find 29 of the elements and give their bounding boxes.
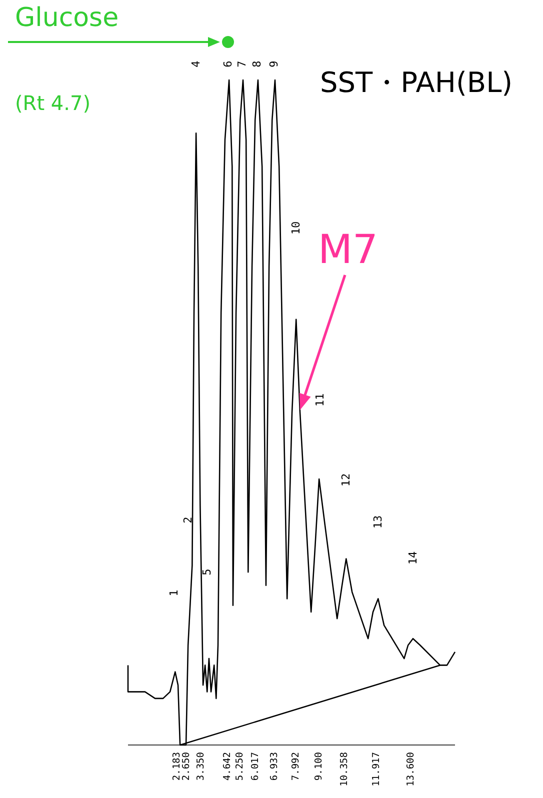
x-tick-label: 6.017 <box>250 752 262 781</box>
x-tick-label: 5.250 <box>234 752 246 781</box>
text: Glucose <box>15 3 119 33</box>
text: 8 <box>250 60 264 68</box>
x-tick-label: 2.183 <box>172 752 183 781</box>
chart-title: SST・PAH(BL) <box>320 66 513 99</box>
text: 6 <box>222 60 234 68</box>
x-tick-label: 7.992 <box>290 752 302 781</box>
x-tick-label: 2.650 <box>181 752 192 781</box>
x-tick-label: 3.350 <box>195 752 206 781</box>
text: (Rt 4.7) <box>15 91 91 115</box>
text: 9 <box>268 60 280 68</box>
text: 7 <box>236 60 248 68</box>
annotation: M7 <box>318 227 378 273</box>
annotation: 10 <box>290 221 302 235</box>
annotation: 5 <box>200 568 214 576</box>
annotation: 1 <box>168 590 180 596</box>
annotation: 2 <box>182 516 194 524</box>
x-tick-label: 10.358 <box>339 752 350 786</box>
text: 4 <box>190 60 202 68</box>
annotation: 13 <box>372 515 384 529</box>
annotation: 12 <box>340 473 352 487</box>
x-tick-label: 4.642 <box>222 752 233 781</box>
x-tick-label: 6.933 <box>268 752 280 781</box>
annotation: 11 <box>314 393 326 407</box>
x-tick-label: 13.600 <box>406 752 417 786</box>
annotation: 14 <box>406 551 420 565</box>
x-tick-label: 11.917 <box>371 752 382 786</box>
x-tick-label: 9.100 <box>313 752 324 781</box>
